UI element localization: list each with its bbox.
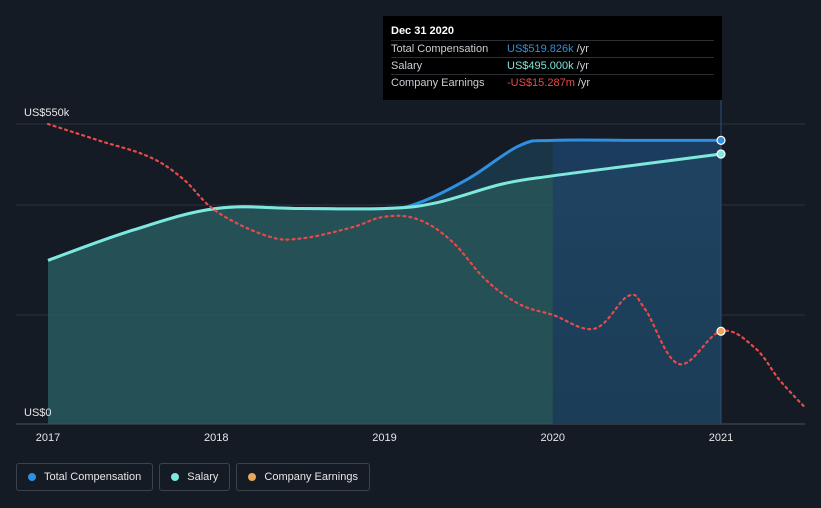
tooltip-row-earnings: Company Earnings -US$15.287m /yr [391,74,714,91]
salary-line [47,152,722,262]
x-tick-label: 2020 [541,432,565,444]
legend-dot-icon [171,473,180,481]
tooltip-row-salary: Salary US$495.000k /yr [391,57,714,74]
x-tick-label: 2017 [36,432,60,444]
legend-label: Salary [187,471,219,483]
legend-salary[interactable]: Salary [159,463,231,491]
y-tick-label-zero: US$0 [24,407,52,419]
legend-total-compensation[interactable]: Total Compensation [16,463,154,491]
tooltip-value: US$495.000k [507,60,574,72]
highlight-region [552,140,721,424]
tooltip-unit: /yr [577,77,591,89]
company-earnings-line [46,122,807,409]
legend-dot-icon [248,473,257,481]
tooltip-unit: /yr [576,43,589,55]
total-compensation-marker [716,135,726,145]
legend-company-earnings[interactable]: Company Earnings [236,463,370,491]
legend-label: Company Earnings [264,471,358,483]
y-tick-label-max: US$550k [24,107,70,119]
x-tick-label: 2019 [372,432,396,444]
company-earnings-marker [716,326,726,336]
chart-legend: Total Compensation Salary Company Earnin… [16,463,370,491]
x-tick-label: 2021 [709,432,733,444]
legend-label: Total Compensation [44,471,142,483]
tooltip-label: Company Earnings [391,77,485,89]
tooltip-row-total: Total Compensation US$519.826k /yr [391,40,714,57]
tooltip-label: Salary [391,60,423,72]
compensation-chart: US$550k US$0 2017 2018 2019 2020 2021 [16,100,807,444]
tooltip-date: Dec 31 2020 [391,25,454,37]
x-tick-label: 2018 [204,432,228,444]
tooltip-label: Total Compensation [391,43,489,55]
tooltip-value: US$519.826k [507,43,574,55]
salary-marker [716,149,726,159]
legend-dot-icon [28,473,36,481]
tooltip-unit: /yr [576,60,589,72]
tooltip-value: -US$15.287m [507,77,575,89]
chart-tooltip: Dec 31 2020 Total Compensation US$519.82… [383,16,722,100]
